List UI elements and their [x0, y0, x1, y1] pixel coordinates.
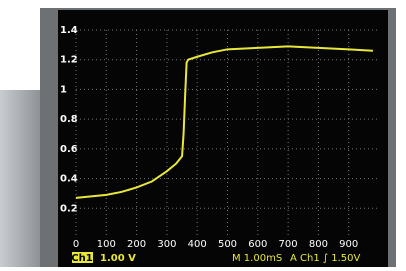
channel-label: Ch1	[71, 253, 92, 264]
trigger-label: A Ch1 ∫ 1.50V	[290, 253, 361, 264]
x-tick-label: 400	[188, 239, 207, 250]
x-tick-label: 900	[339, 239, 358, 250]
x-tick-label: 700	[279, 239, 298, 250]
y-tick-label: 1.4	[60, 25, 78, 36]
time-label: M 1.00mS	[232, 253, 282, 264]
y-tick-label: 0.8	[60, 114, 78, 125]
y-tick-label: 0.2	[60, 203, 78, 214]
y-tick-label: 0.4	[60, 174, 78, 185]
x-tick-label: 300	[157, 239, 176, 250]
y-tick-label: 1.2	[60, 55, 78, 66]
x-tick-label: 0	[73, 239, 79, 250]
y-tick-label: 1	[60, 84, 67, 95]
chart: Ch1 1.00 V M 1.00mS A Ch1 ∫ 1.50V 0.2 0.4…	[0, 0, 406, 267]
x-tick-label: 100	[97, 239, 116, 250]
x-tick-label: 800	[309, 239, 328, 250]
x-tick-label: 500	[218, 239, 237, 250]
bezel	[0, 90, 40, 267]
x-tick-label: 200	[127, 239, 146, 250]
x-tick-label: 600	[248, 239, 267, 250]
volts-label: 1.00 V	[100, 253, 136, 264]
y-tick-label: 0.6	[60, 144, 78, 155]
